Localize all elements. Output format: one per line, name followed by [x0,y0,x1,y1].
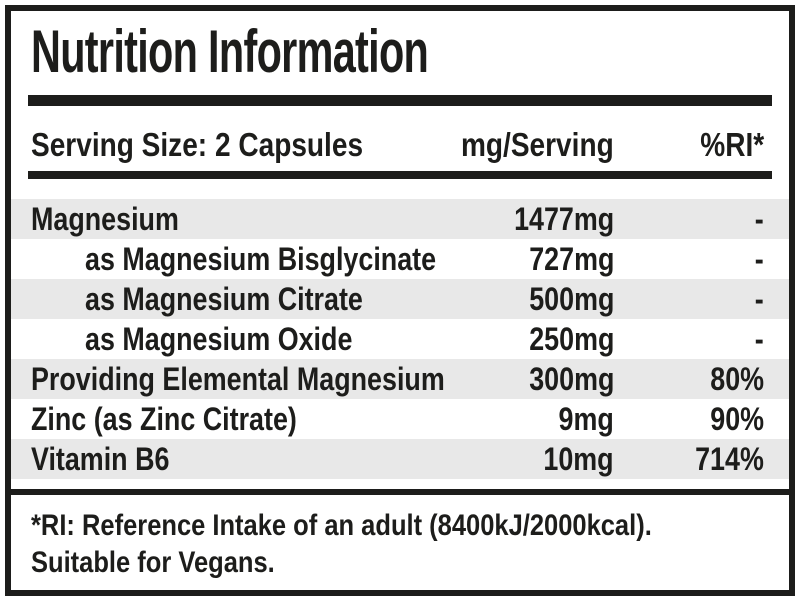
page-title-text: Nutrition Information [31,18,429,85]
table-row-vitamin-b6: Vitamin B6 10mg 714% [11,439,789,479]
nutrient-ri: 90% [710,401,764,437]
nutrient-name: Vitamin B6 [31,441,170,477]
nutrient-amount: 9mg [558,401,614,437]
header-ri-column: %RI* [700,126,764,163]
nutrient-name: Magnesium [31,201,179,237]
nutrient-name: as Magnesium Oxide [85,321,353,357]
table-header-row: Serving Size: 2 Capsules mg/Serving %RI* [11,128,789,161]
header-serving-size: Serving Size: 2 Capsules [31,126,364,163]
footnote-separator-bar [11,489,789,495]
nutrient-amount: 1477mg [513,201,614,237]
nutrient-name: Providing Elemental Magnesium [31,361,445,397]
nutrient-ri: 714% [695,441,764,477]
nutrient-name: as Magnesium Bisglycinate [85,241,437,277]
page-title: Nutrition Information [31,21,772,83]
header-separator-bar [28,171,772,179]
nutrient-name: Zinc (as Zinc Citrate) [31,401,297,437]
nutrient-ri: - [755,201,764,237]
table-row-oxide: as Magnesium Oxide 250mg - [11,319,789,359]
footnote-line-2: Suitable for Vegans. [31,546,275,579]
nutrient-table: Magnesium 1477mg - as Magnesium Bisglyci… [11,199,789,479]
table-row-bisglycinate: as Magnesium Bisglycinate 727mg - [11,239,789,279]
nutrient-amount: 300mg [528,361,614,397]
title-separator-bar [28,95,772,106]
nutrient-name: as Magnesium Citrate [85,281,363,317]
nutrient-ri: - [755,281,764,317]
nutrient-amount: 500mg [528,281,614,317]
nutrition-label-panel: Nutrition Information Serving Size: 2 Ca… [5,5,795,596]
nutrient-ri: - [755,321,764,357]
nutrient-amount: 727mg [528,241,614,277]
table-row-magnesium: Magnesium 1477mg - [11,199,789,239]
table-row-citrate: as Magnesium Citrate 500mg - [11,279,789,319]
nutrient-ri: 80% [710,361,764,397]
nutrient-ri: - [755,241,764,277]
footnote-line-1: *RI: Reference Intake of an adult (8400k… [31,509,652,542]
table-row-elemental-magnesium: Providing Elemental Magnesium 300mg 80% [11,359,789,399]
footnote: *RI: Reference Intake of an adult (8400k… [11,507,789,581]
nutrient-amount: 10mg [543,441,614,477]
table-row-zinc: Zinc (as Zinc Citrate) 9mg 90% [11,399,789,439]
nutrient-amount: 250mg [528,321,614,357]
header-amount-column: mg/Serving [461,126,614,163]
